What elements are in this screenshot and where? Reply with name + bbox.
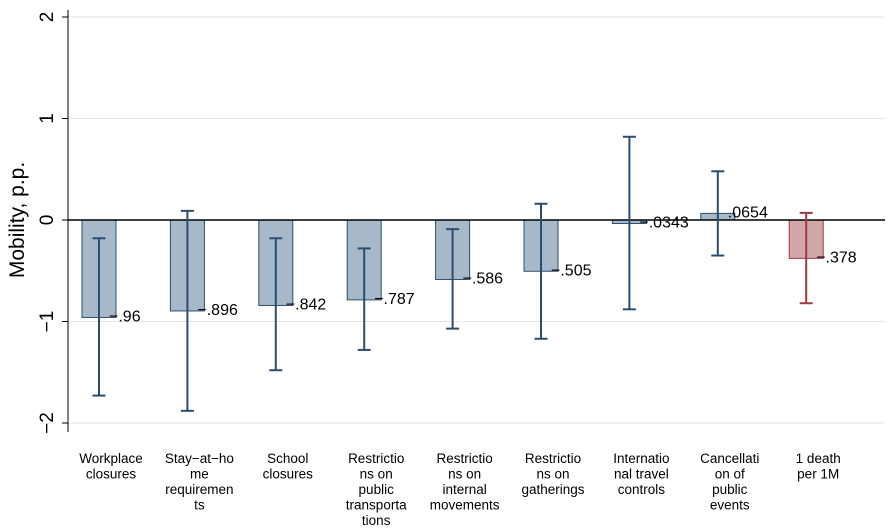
y-tick-label: 2 [37,12,58,23]
data-label: −.0343 [639,215,688,232]
data-label: −.96 [109,309,141,326]
x-tick-label: Restrictio ns on internal movements [430,451,500,513]
x-axis-labels: Workplace closures Stay−at−ho me requiremen t… [79,451,840,528]
y-axis: −2 −1 0 1 2 [37,10,69,434]
error-bars [92,135,813,412]
data-label: −.586 [463,271,504,288]
y-tick-label: 1 [37,113,58,124]
data-label: −.505 [551,262,592,279]
data-label: −.378 [816,250,857,267]
data-label: −.842 [286,297,327,314]
x-tick-label: Restrictio ns on public transporta tions [346,451,407,528]
x-tick-label: Stay−at−ho me requiremen ts [165,451,234,513]
x-tick-label: Restrictio ns on gatherings [521,451,584,497]
data-label: .0654 [728,205,768,222]
x-tick-label: School closures [263,451,314,482]
x-tick-label: Internatio nal travel controls [613,451,669,497]
y-axis-title: Mobility, p.p. [6,162,29,278]
y-tick-label: −2 [37,412,58,434]
data-label: −.787 [374,291,415,308]
gridlines [68,16,885,424]
x-tick-label: Cancellati on of public events [700,451,759,513]
x-tick-label: 1 death per 1M [796,451,841,482]
y-tick-label: −1 [37,311,58,333]
x-tick-label: Workplace closures [79,451,143,482]
data-label: −.896 [197,302,238,319]
y-tick-label: 0 [37,215,58,226]
data-labels: −.96 −.896 −.842 −.787 −.586 −.505 −.0343 .0654… [109,205,857,326]
